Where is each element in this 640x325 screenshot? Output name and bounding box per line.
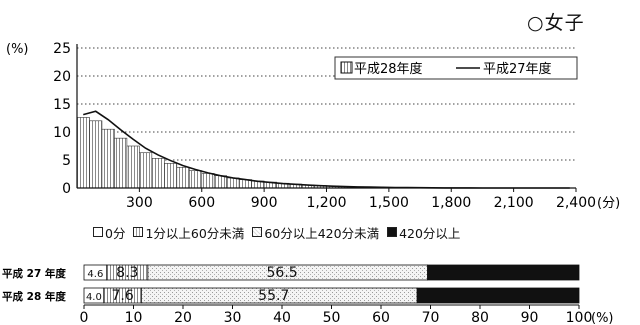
- histogram-bar: [226, 177, 240, 189]
- histogram-bar: [151, 158, 165, 189]
- x-tick-label: 300: [126, 195, 153, 211]
- y-tick-label: 20: [53, 69, 71, 85]
- histogram-bar: [76, 117, 90, 189]
- y-tick-label: 25: [53, 41, 71, 57]
- legend-label-0: 0分: [105, 225, 126, 241]
- x-tick-label: 600: [188, 195, 215, 211]
- data-label: 55.7: [258, 288, 289, 304]
- legend-item-0: 0分: [93, 223, 125, 242]
- legend-label-h28: 平成28年度: [354, 61, 423, 77]
- histogram-bar: [201, 173, 215, 189]
- y-tick-label: 5: [62, 153, 71, 169]
- histogram-bar: [188, 170, 203, 189]
- legend-item-2: 60分以上420分未満: [252, 223, 379, 242]
- x-axis-label: (分): [597, 196, 620, 211]
- bar-x-tick-label: 50: [323, 310, 341, 325]
- legend-swatch-1: [133, 227, 144, 237]
- histogram-bar: [126, 145, 140, 189]
- legend-label-3: 420分以上: [399, 225, 461, 241]
- data-label: 7.6: [111, 288, 133, 304]
- legend-item-1: 1分以上60分未満: [133, 223, 244, 242]
- bar-x-tick-label: 80: [471, 310, 489, 325]
- data-label: 4.6: [87, 269, 103, 280]
- stacked-bar-segment: [416, 287, 580, 304]
- histogram-bar: [213, 175, 228, 189]
- y-tick-label: 0: [62, 181, 71, 197]
- legend-swatch-3: [387, 227, 398, 237]
- x-tick-label: 2,400: [556, 195, 596, 211]
- stacked-bar-segment: [427, 264, 580, 281]
- bar-x-tick-label: 40: [273, 310, 291, 325]
- category-legend: 0分 1分以上60分未満 60分以上420分未満 420分以上: [93, 221, 573, 243]
- legend-swatch-h28: [340, 61, 353, 74]
- x-tick-label: 1,200: [306, 195, 346, 211]
- x-tick-label: 1,500: [369, 195, 409, 211]
- bar-x-axis-label: (%): [591, 311, 614, 325]
- legend-label-1: 1分以上60分未満: [145, 225, 245, 241]
- x-tick-label: 900: [251, 195, 278, 211]
- bar-x-tick-label: 70: [422, 310, 440, 325]
- x-tick-label: 1,800: [431, 195, 471, 211]
- bar-x-tick-label: 20: [174, 310, 192, 325]
- bar-x-tick-label: 90: [521, 310, 539, 325]
- histogram-bar: [114, 137, 128, 189]
- data-label: 8.3: [116, 265, 138, 281]
- legend-swatch-0: [93, 227, 103, 237]
- bar-x-tick-label: 100: [566, 310, 593, 325]
- histogram-bar: [101, 128, 115, 189]
- legend-label-h27: 平成27年度: [483, 61, 552, 77]
- x-tick-label: 2,100: [494, 195, 534, 211]
- legend-item-3: 420分以上: [387, 223, 460, 242]
- bar-x-tick-label: 30: [224, 310, 242, 325]
- row-label: 平成 28 年度: [2, 290, 66, 303]
- histogram-bar: [164, 163, 178, 189]
- legend-label-2: 60分以上420分未満: [264, 225, 380, 241]
- y-tick-label: 10: [53, 125, 71, 141]
- data-label: 56.5: [267, 265, 298, 281]
- bar-x-tick-label: 0: [80, 310, 89, 325]
- histogram-bar: [176, 166, 190, 189]
- y-axis-label: (%): [6, 42, 29, 57]
- row-label: 平成 27 年度: [2, 267, 66, 280]
- page-title: ○女子: [527, 12, 585, 34]
- histogram-bar: [139, 152, 153, 189]
- data-label: 4.0: [86, 292, 102, 303]
- legend-swatch-2: [252, 227, 263, 237]
- histogram-bar: [89, 120, 103, 189]
- bar-x-tick-label: 10: [125, 310, 143, 325]
- y-tick-label: 15: [53, 97, 71, 113]
- bar-x-tick-label: 60: [372, 310, 390, 325]
